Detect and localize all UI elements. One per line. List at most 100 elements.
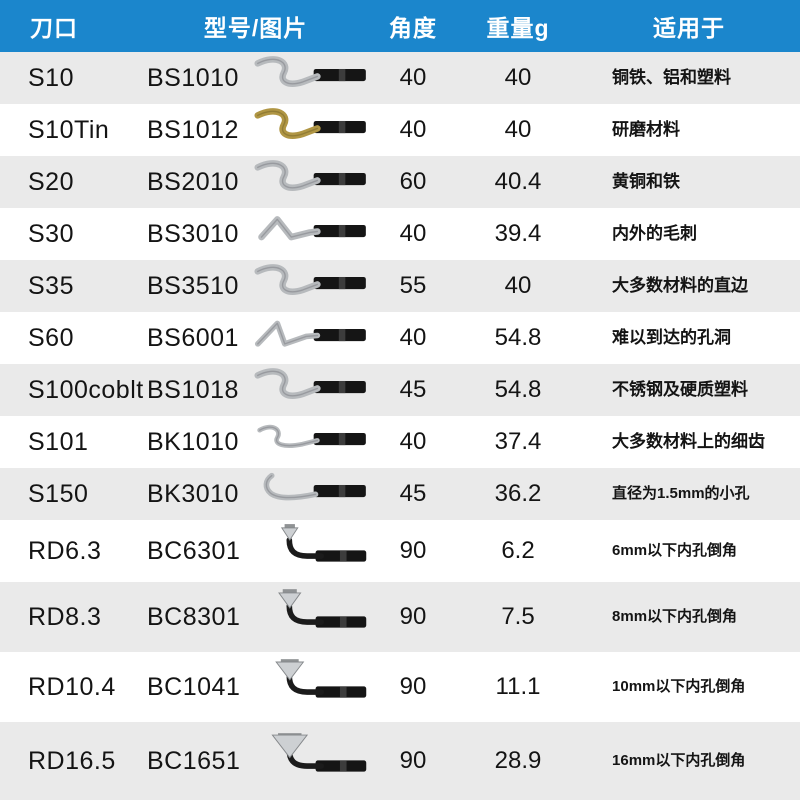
model-number: BS3010 [147, 219, 239, 248]
blade-image-cell [248, 52, 368, 104]
model-number: BS2010 [147, 167, 239, 196]
blade-bent-silver-icon [248, 471, 370, 512]
weight-value: 7.5 [501, 603, 535, 630]
table-row: S101 BK1010 40 37.4 大多数材料上的细齿 [0, 416, 800, 468]
col-header-weight: 重量g [458, 0, 579, 52]
table-row: S20 BS2010 60 40.4 黄铜和铁 [0, 156, 800, 208]
blade-hook-silver-icon [248, 367, 370, 408]
weight-value: 6.2 [501, 537, 535, 564]
weight-value: 40 [504, 272, 532, 299]
table-row: RD16.5 BC1651 90 28.9 16mm以下内孔倒角 [0, 722, 800, 800]
blade-image-cell [248, 468, 368, 520]
weight-value: 11.1 [495, 673, 541, 700]
weight-value: 37.4 [494, 428, 542, 455]
blade-name: S150 [28, 479, 89, 508]
blade-name: S30 [28, 219, 74, 248]
blade-image-cell [248, 722, 368, 800]
model-number: BK3010 [147, 479, 239, 508]
blade-image-cell [248, 312, 368, 364]
angle-value: 40 [399, 116, 427, 143]
blade-name: S10Tin [28, 115, 110, 144]
model-number: BS1018 [147, 375, 239, 404]
blade-image-cell [248, 208, 368, 260]
table-row: RD6.3 BC6301 90 6.2 6mm以下内孔倒角 [0, 520, 800, 582]
suitable-for: 大多数材料上的细齿 [612, 432, 766, 452]
table-row: S30 BS3010 40 39.4 内外的毛刺 [0, 208, 800, 260]
angle-value: 60 [399, 168, 427, 195]
blade-hook-silver-icon [248, 263, 370, 304]
suitable-for: 6mm以下内孔倒角 [612, 542, 738, 560]
angle-value: 40 [399, 64, 427, 91]
angle-value: 40 [399, 324, 427, 351]
blade-name: S20 [28, 167, 74, 196]
blade-name: S60 [28, 323, 74, 352]
angle-value: 45 [399, 480, 427, 507]
blade-image-cell [248, 260, 368, 312]
blade-image-cell [248, 416, 368, 468]
model-number: BC6301 [147, 536, 241, 565]
table-row: S100coblt BS1018 45 54.8 不锈钢及硬质塑料 [0, 364, 800, 416]
suitable-for: 直径为1.5mm的小孔 [612, 485, 750, 503]
countersink-large-icon [248, 659, 370, 710]
blade-name: S101 [28, 427, 89, 456]
suitable-for: 铜铁、铝和塑料 [612, 68, 732, 88]
weight-value: 36.2 [494, 480, 542, 507]
col-header-model-image: 型号/图片 [143, 0, 369, 52]
blade-name: RD6.3 [28, 536, 102, 565]
angle-value: 90 [399, 603, 427, 630]
suitable-for: 研磨材料 [612, 120, 681, 140]
model-number: BS1010 [147, 63, 239, 92]
angle-value: 40 [399, 220, 427, 247]
suitable-for: 8mm以下内孔倒角 [612, 608, 738, 626]
blade-hook-silver-icon [248, 55, 370, 96]
suitable-for: 16mm以下内孔倒角 [612, 752, 746, 770]
blade-image-cell [248, 156, 368, 208]
blade-hook-gold-icon [248, 107, 370, 148]
model-number: BC8301 [147, 602, 241, 631]
weight-value: 28.9 [494, 747, 542, 774]
blade-image-cell [248, 364, 368, 416]
blade-name: RD10.4 [28, 672, 116, 701]
blade-wide-silver-icon [248, 211, 370, 252]
blade-name: S100coblt [28, 375, 144, 404]
blade-image-cell [248, 520, 368, 582]
header-row: 刀口 型号/图片 角度 重量g 适用于 [0, 0, 800, 52]
blade-zigzag-silver-icon [248, 315, 370, 356]
col-header-angle: 角度 [368, 0, 459, 52]
suitable-for: 难以到达的孔洞 [612, 328, 732, 348]
blade-image-cell [248, 652, 368, 722]
blade-scurve-silver-icon [248, 419, 370, 460]
col-header-blade: 刀口 [0, 0, 143, 52]
angle-value: 90 [399, 537, 427, 564]
weight-value: 40.4 [494, 168, 542, 195]
blade-name: S35 [28, 271, 74, 300]
weight-value: 39.4 [494, 220, 542, 247]
suitable-for: 10mm以下内孔倒角 [612, 678, 746, 696]
weight-value: 40 [504, 116, 532, 143]
angle-value: 90 [399, 747, 427, 774]
model-number: BC1651 [147, 746, 241, 775]
weight-value: 54.8 [494, 376, 542, 403]
model-number: BK1010 [147, 427, 239, 456]
angle-value: 90 [399, 673, 427, 700]
col-header-suitable: 适用于 [578, 0, 800, 52]
suitable-for: 黄铜和铁 [612, 172, 681, 192]
weight-value: 40 [504, 64, 532, 91]
blade-name: RD16.5 [28, 746, 116, 775]
table-row: S35 BS3510 55 40 大多数材料的直边 [0, 260, 800, 312]
countersink-small-icon [248, 523, 370, 574]
blade-name: RD8.3 [28, 602, 102, 631]
countersink-medium-icon [248, 589, 370, 640]
table-row: RD10.4 BC1041 90 11.1 10mm以下内孔倒角 [0, 652, 800, 722]
blade-image-cell [248, 582, 368, 652]
table-row: S150 BK3010 45 36.2 直径为1.5mm的小孔 [0, 468, 800, 520]
angle-value: 45 [399, 376, 427, 403]
table-row: S60 BS6001 40 54.8 难以到达的孔洞 [0, 312, 800, 364]
blade-name: S10 [28, 63, 74, 92]
suitable-for: 大多数材料的直边 [612, 276, 749, 296]
angle-value: 55 [399, 272, 427, 299]
countersink-xlarge-icon [248, 733, 370, 784]
blade-hook-silver-icon [248, 159, 370, 200]
